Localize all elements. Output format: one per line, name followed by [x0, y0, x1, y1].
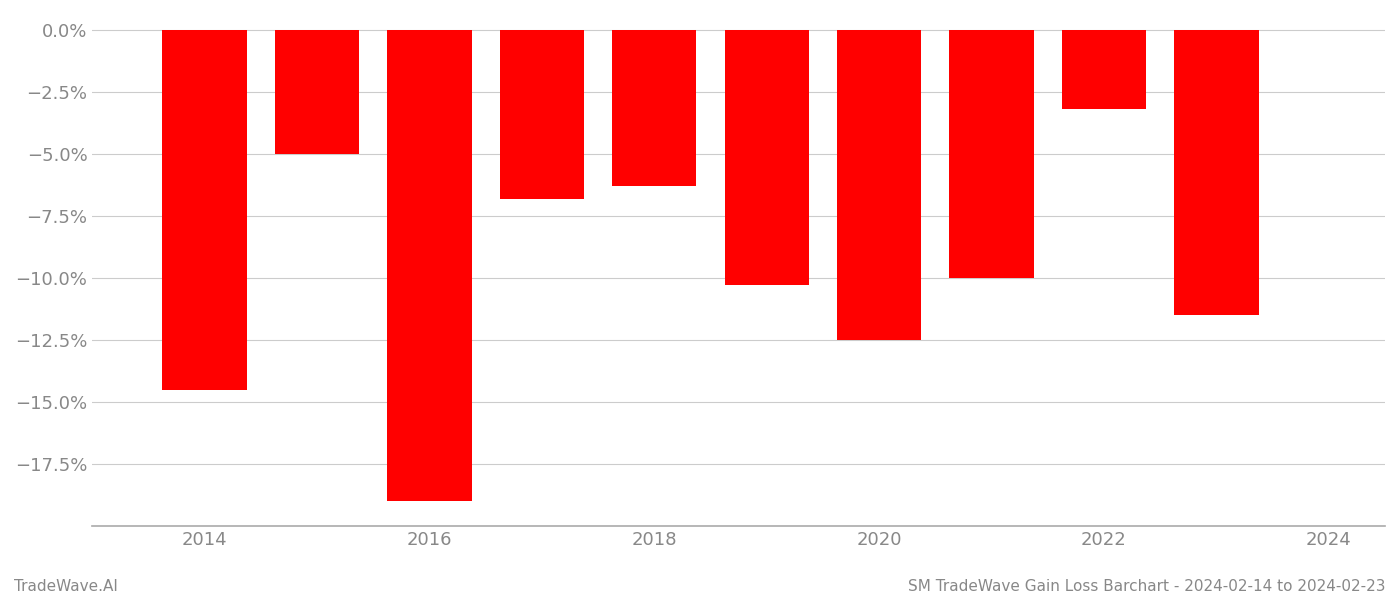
Bar	[500, 30, 584, 199]
Bar	[274, 30, 360, 154]
Bar	[949, 30, 1033, 278]
Bar	[612, 30, 696, 186]
Text: SM TradeWave Gain Loss Barchart - 2024-02-14 to 2024-02-23: SM TradeWave Gain Loss Barchart - 2024-0…	[909, 579, 1386, 594]
Bar	[162, 30, 246, 389]
Bar	[1061, 30, 1147, 109]
Bar	[388, 30, 472, 502]
Bar	[837, 30, 921, 340]
Text: TradeWave.AI: TradeWave.AI	[14, 579, 118, 594]
Bar	[725, 30, 809, 286]
Bar	[1175, 30, 1259, 315]
